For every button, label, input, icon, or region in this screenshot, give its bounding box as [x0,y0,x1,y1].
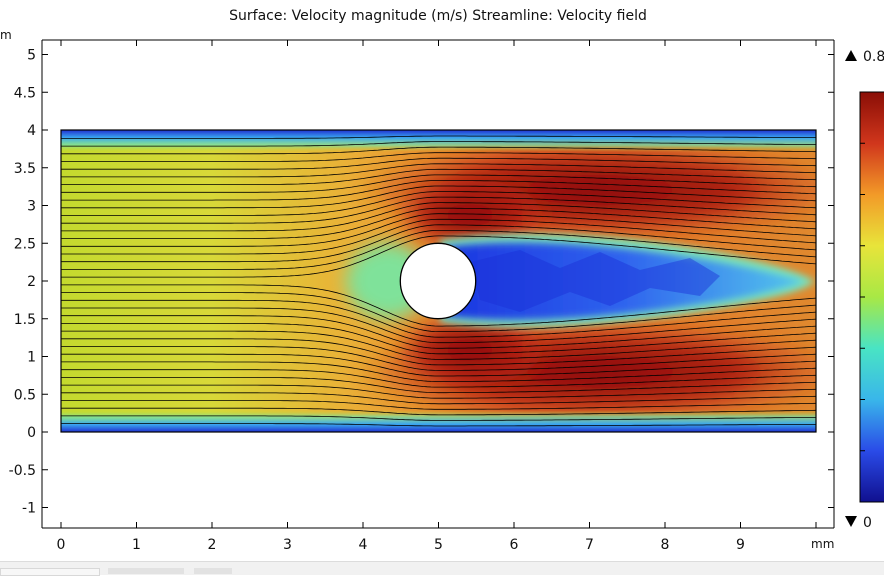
streamline [61,315,816,349]
y-tick-label: 1.5 [14,312,36,328]
streamline [61,135,816,139]
y-tick-label: 5 [27,48,36,64]
streamline [61,213,816,247]
streamline [61,307,816,344]
streamline [61,400,816,410]
plot-title: Surface: Velocity magnitude (m/s) Stream… [229,8,647,24]
streamline [61,180,816,201]
streamline [61,338,816,366]
channel-boundary [60,129,817,433]
x-tick-label: 5 [434,537,443,553]
y-tick-label: -1 [22,501,36,517]
x-tick-label: 3 [283,537,292,553]
colorbar-max-label: 0.8 [863,49,884,65]
y-axis-unit-label: m [0,28,12,42]
streamline [61,330,816,360]
x-tick-label: 2 [208,537,217,553]
tab-stub-1[interactable] [0,568,100,576]
y-tick-label: 2 [27,274,36,290]
streamline [61,196,816,224]
streamline [61,369,816,388]
tab-stub-3[interactable] [194,568,232,574]
streamline [61,292,816,332]
streamline [61,392,816,405]
streamline [61,284,816,327]
streamline [61,146,816,155]
streamline [61,299,816,338]
y-tick-label: 3 [27,199,36,215]
streamline [61,346,816,371]
colorbar-ticks [860,91,865,503]
x-axis-ticks: 0 1 2 3 4 5 6 7 8 9 [57,40,817,553]
streamline [61,230,816,270]
up-triangle-icon [845,50,857,61]
colorbar: 0.8 0 [845,49,884,531]
x-tick-label: 4 [359,537,368,553]
streamline [61,202,816,232]
streamline [61,141,816,147]
streamline [61,353,816,377]
x-tick-label: 6 [510,537,519,553]
x-tick-label: 1 [132,537,141,553]
streamline [61,224,816,263]
streamline [61,185,816,209]
streamline [61,407,816,416]
streamline [61,235,816,278]
streamline [61,168,816,185]
streamline [61,207,816,239]
colorbar-min-label: 0 [863,515,872,531]
y-tick-label: 0 [27,425,36,441]
y-tick-label: 1 [27,350,36,366]
tab-stub-2[interactable] [108,568,184,574]
y-tick-label: 4 [27,123,36,139]
streamline [61,163,816,178]
x-tick-label: 9 [736,537,745,553]
x-tick-label: 0 [57,537,66,553]
x-tick-label: 8 [661,537,670,553]
x-axis-unit-label: mm [811,537,835,551]
streamline [61,384,816,399]
streamline [61,157,816,170]
streamline [61,191,816,216]
y-tick-label: 2.5 [14,236,36,252]
x-tick-label: 7 [585,537,594,553]
streamlines [61,135,816,427]
y-tick-label: 4.5 [14,85,36,101]
down-triangle-icon [845,516,857,527]
y-tick-label: -0.5 [9,463,36,479]
y-axis-ticks: -1 -0.5 0 0.5 1 1.5 2 2.5 3 3.5 4 4.5 5 [9,48,834,517]
streamline [61,361,816,382]
streamline [61,152,816,162]
velocity-surface [61,130,816,432]
y-tick-label: 0.5 [14,387,36,403]
streamline [61,218,816,255]
streamline [61,323,816,355]
y-tick-label: 3.5 [14,161,36,177]
cylinder-obstacle [399,242,477,320]
streamline [61,377,816,394]
streamline [61,174,816,193]
streamline [61,423,816,427]
streamline [61,415,816,421]
